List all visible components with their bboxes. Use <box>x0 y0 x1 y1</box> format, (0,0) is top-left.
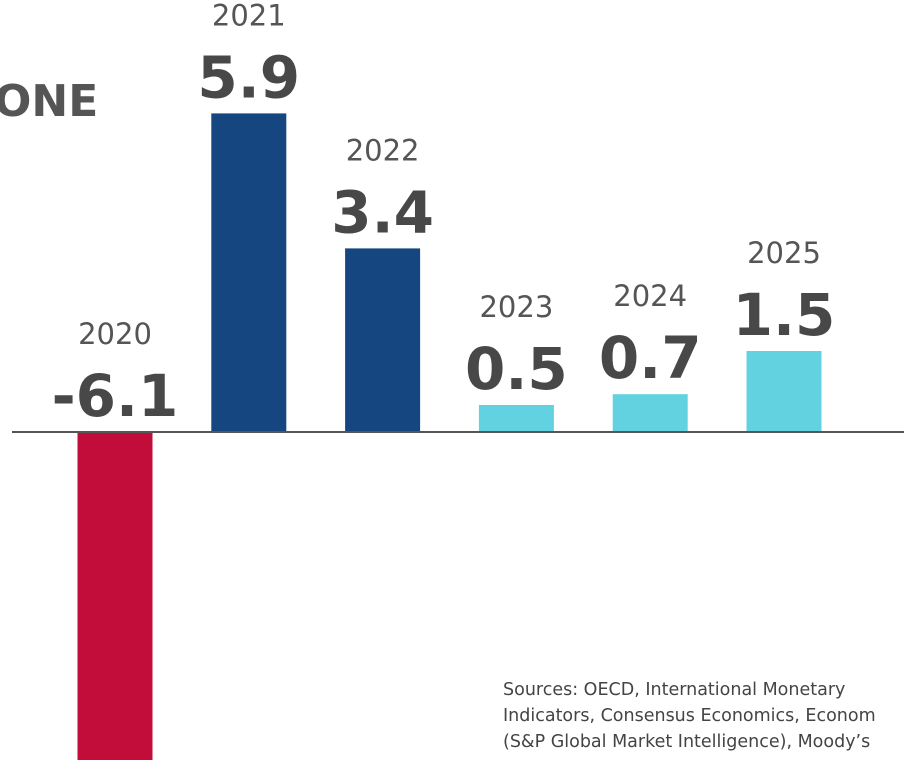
category-label: 2022 <box>346 133 420 167</box>
value-label: 5.9 <box>197 43 300 111</box>
value-label: 1.5 <box>733 281 836 349</box>
bar <box>345 248 421 432</box>
category-label: 2025 <box>747 236 821 270</box>
category-label: 2024 <box>613 279 687 313</box>
bar <box>478 405 554 432</box>
value-label: 0.7 <box>599 324 702 392</box>
value-label: -6.1 <box>52 362 179 430</box>
chart-title: ONE <box>0 76 98 127</box>
bar <box>211 113 287 433</box>
category-label: 2020 <box>78 317 152 351</box>
category-label: 2021 <box>212 0 286 32</box>
source-note: (S&P Global Market Intelligence), Moody’… <box>503 732 870 752</box>
source-note: Sources: OECD, International Monetary <box>503 680 845 700</box>
bar <box>746 351 822 432</box>
category-label: 2023 <box>479 290 553 324</box>
value-label: 3.4 <box>331 178 434 246</box>
bar <box>612 394 688 432</box>
value-label: 0.5 <box>465 335 568 403</box>
bar <box>77 432 153 760</box>
source-note: Indicators, Consensus Economics, Econom <box>503 706 876 726</box>
